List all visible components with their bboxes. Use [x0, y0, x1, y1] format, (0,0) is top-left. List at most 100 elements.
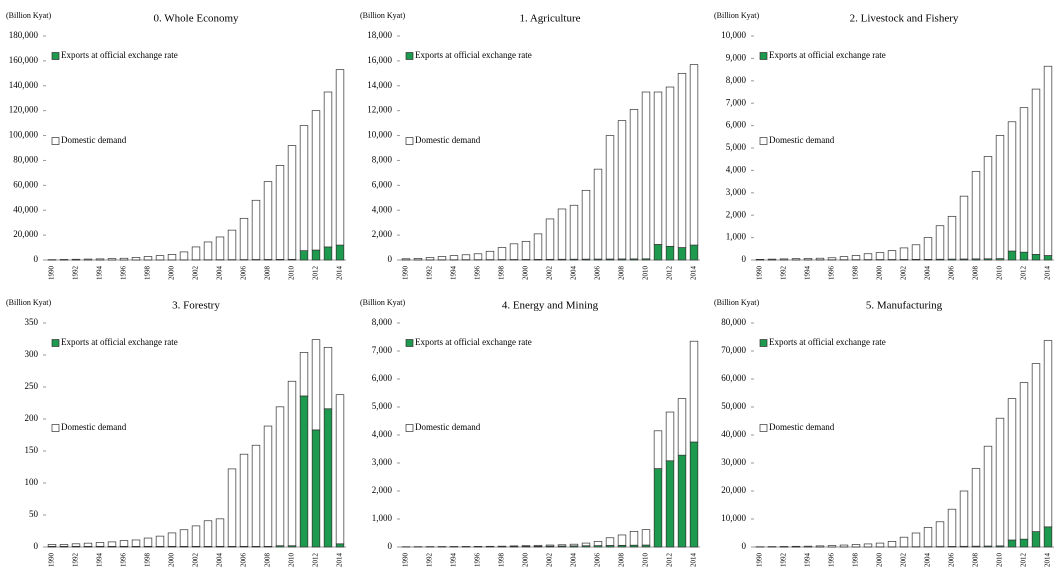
legend-swatch — [759, 424, 768, 432]
bar-segment — [995, 417, 1005, 547]
bar-segment — [887, 541, 897, 548]
x-tick-label: 1992 — [72, 553, 80, 568]
x-tick-label: 1992 — [72, 266, 80, 281]
bar-segment — [851, 544, 861, 548]
legend-label: Domestic demand — [415, 422, 481, 432]
x-tick-label: 2004 — [216, 266, 224, 281]
x-tick-label: 1998 — [144, 266, 152, 281]
bar-segment — [851, 255, 861, 261]
bar-segment — [473, 253, 483, 261]
bar-segment — [839, 256, 849, 261]
y-tick-label: 10,000 — [367, 130, 392, 140]
bar-segment — [299, 395, 309, 548]
bar-segment — [593, 541, 603, 546]
bar-segment — [863, 253, 873, 260]
bar-segment — [107, 258, 117, 261]
bar-segment — [227, 468, 237, 547]
bar-segment — [875, 542, 885, 548]
bar-segment — [143, 256, 153, 261]
bar-segment — [791, 545, 801, 548]
bar-segment — [1031, 531, 1041, 548]
panel: (Billion Kyat) 2. Livestock and Fishery01… — [714, 11, 1054, 280]
y-tick-label: 6,000 — [372, 179, 393, 189]
x-tick-label: 1994 — [96, 266, 104, 281]
bar-segment — [947, 215, 957, 260]
x-tick-label: 2004 — [216, 553, 224, 568]
bar-segment — [935, 521, 945, 547]
y-tick-label: 40,000 — [13, 204, 38, 214]
legend-label: Domestic demand — [769, 422, 835, 432]
y-tick-label: 9,000 — [726, 52, 747, 62]
x-tick-label: 2012 — [1020, 266, 1028, 281]
bar-segment — [653, 430, 663, 469]
bar-segment — [1043, 526, 1053, 548]
x-tick-label: 2006 — [240, 266, 248, 281]
bar-segment — [947, 508, 957, 547]
bar-segment — [569, 543, 579, 547]
chart-title: 5. Manufacturing — [866, 300, 943, 312]
x-tick-label: 1996 — [120, 266, 128, 281]
bar-segment — [959, 195, 969, 260]
bar-segment — [839, 544, 849, 548]
bar-segment — [677, 398, 687, 456]
x-tick-label: 1996 — [120, 553, 128, 568]
bar-segment — [887, 250, 897, 260]
bar-segment — [215, 236, 225, 261]
x-tick-label: 1994 — [450, 266, 458, 281]
panel: (Billion Kyat) 3. Forestry 0 50 100 150 200 250… — [6, 298, 346, 567]
y-tick-label: 4,000 — [726, 164, 747, 174]
bar-segment — [95, 542, 105, 547]
bar-segment — [983, 156, 993, 260]
bar-segment — [323, 91, 333, 248]
bar-segment — [605, 135, 615, 260]
chart-title: 2. Livestock and Fishery — [850, 13, 959, 25]
x-tick-label: 1994 — [450, 553, 458, 568]
bar-segment — [545, 544, 555, 547]
y-tick-label: 0 — [34, 541, 39, 551]
legend-swatch — [405, 339, 414, 347]
bar-segment — [335, 69, 345, 246]
legend-swatch — [51, 52, 60, 60]
bar-segment — [665, 411, 675, 462]
bar-segment — [311, 249, 321, 261]
y-tick-label: 3,000 — [726, 187, 747, 197]
bar-segment — [1031, 88, 1041, 255]
bar-segment — [911, 532, 921, 548]
x-tick-label: 2002 — [900, 266, 908, 281]
y-tick-label: 40,000 — [721, 429, 746, 439]
y-tick-label: 1,000 — [726, 232, 747, 242]
bar-segment — [791, 258, 801, 261]
legend-label: Exports at official exchange rate — [415, 337, 532, 347]
bar-segment — [263, 181, 273, 260]
x-tick-label: 2006 — [594, 553, 602, 568]
bar-segment — [803, 545, 813, 548]
bar-segment — [335, 543, 345, 548]
bar-segment — [191, 246, 201, 261]
bar-segment — [323, 246, 333, 261]
x-tick-label: 1996 — [474, 266, 482, 281]
x-tick-label: 2006 — [948, 553, 956, 568]
panel: (Billion Kyat) 4. Energy and Mining 0 1,000… — [360, 298, 700, 567]
bar-segment — [203, 520, 213, 547]
x-tick-label: 1998 — [498, 266, 506, 281]
legend-swatch — [405, 137, 414, 145]
bar-segment — [911, 244, 921, 260]
bar-segment — [653, 91, 663, 245]
bar-segment — [59, 544, 69, 547]
x-tick-label: 2014 — [690, 553, 698, 568]
bar-segment — [689, 441, 699, 548]
y-tick-label: 7,000 — [726, 97, 747, 107]
y-tick-label: 6,000 — [372, 373, 393, 383]
y-tick-label: 150 — [25, 445, 39, 455]
y-tick-label: 100 — [25, 477, 39, 487]
x-tick-label: 2014 — [690, 266, 698, 281]
bar-segment — [179, 251, 189, 261]
bar-segment — [71, 543, 81, 547]
bar-segment — [299, 352, 309, 397]
chart-title: 0. Whole Economy — [153, 13, 239, 25]
x-tick-label: 2002 — [192, 266, 200, 281]
legend-label: Domestic demand — [415, 135, 481, 145]
x-tick-label: 2014 — [1044, 553, 1052, 568]
bar-segment — [497, 247, 507, 260]
